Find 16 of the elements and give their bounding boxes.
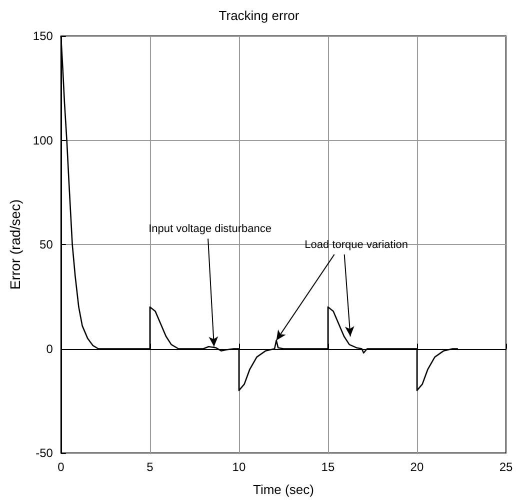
x-tick-label: 20 [410, 460, 424, 474]
x-axis-title: Time (sec) [253, 482, 314, 497]
x-tick-label: 25 [499, 460, 513, 474]
x-tick-label: 5 [146, 460, 154, 474]
y-tick-label: 50 [40, 238, 54, 252]
y-tick-label: -50 [36, 446, 54, 460]
x-tick-label: 0 [58, 460, 65, 474]
chart-title: Tracking error [218, 8, 300, 23]
annotation: Input voltage disturbance [148, 223, 272, 236]
x-tick-label: 15 [321, 460, 335, 474]
y-tick-label: 150 [32, 29, 54, 43]
x-tick-label: 10 [232, 460, 246, 474]
y-axis-title: Error (rad/sec) [7, 199, 23, 290]
y-tick-label: 100 [32, 133, 54, 148]
y-tick-label: 0 [46, 342, 54, 356]
annotation: Load torque variation [304, 238, 408, 251]
